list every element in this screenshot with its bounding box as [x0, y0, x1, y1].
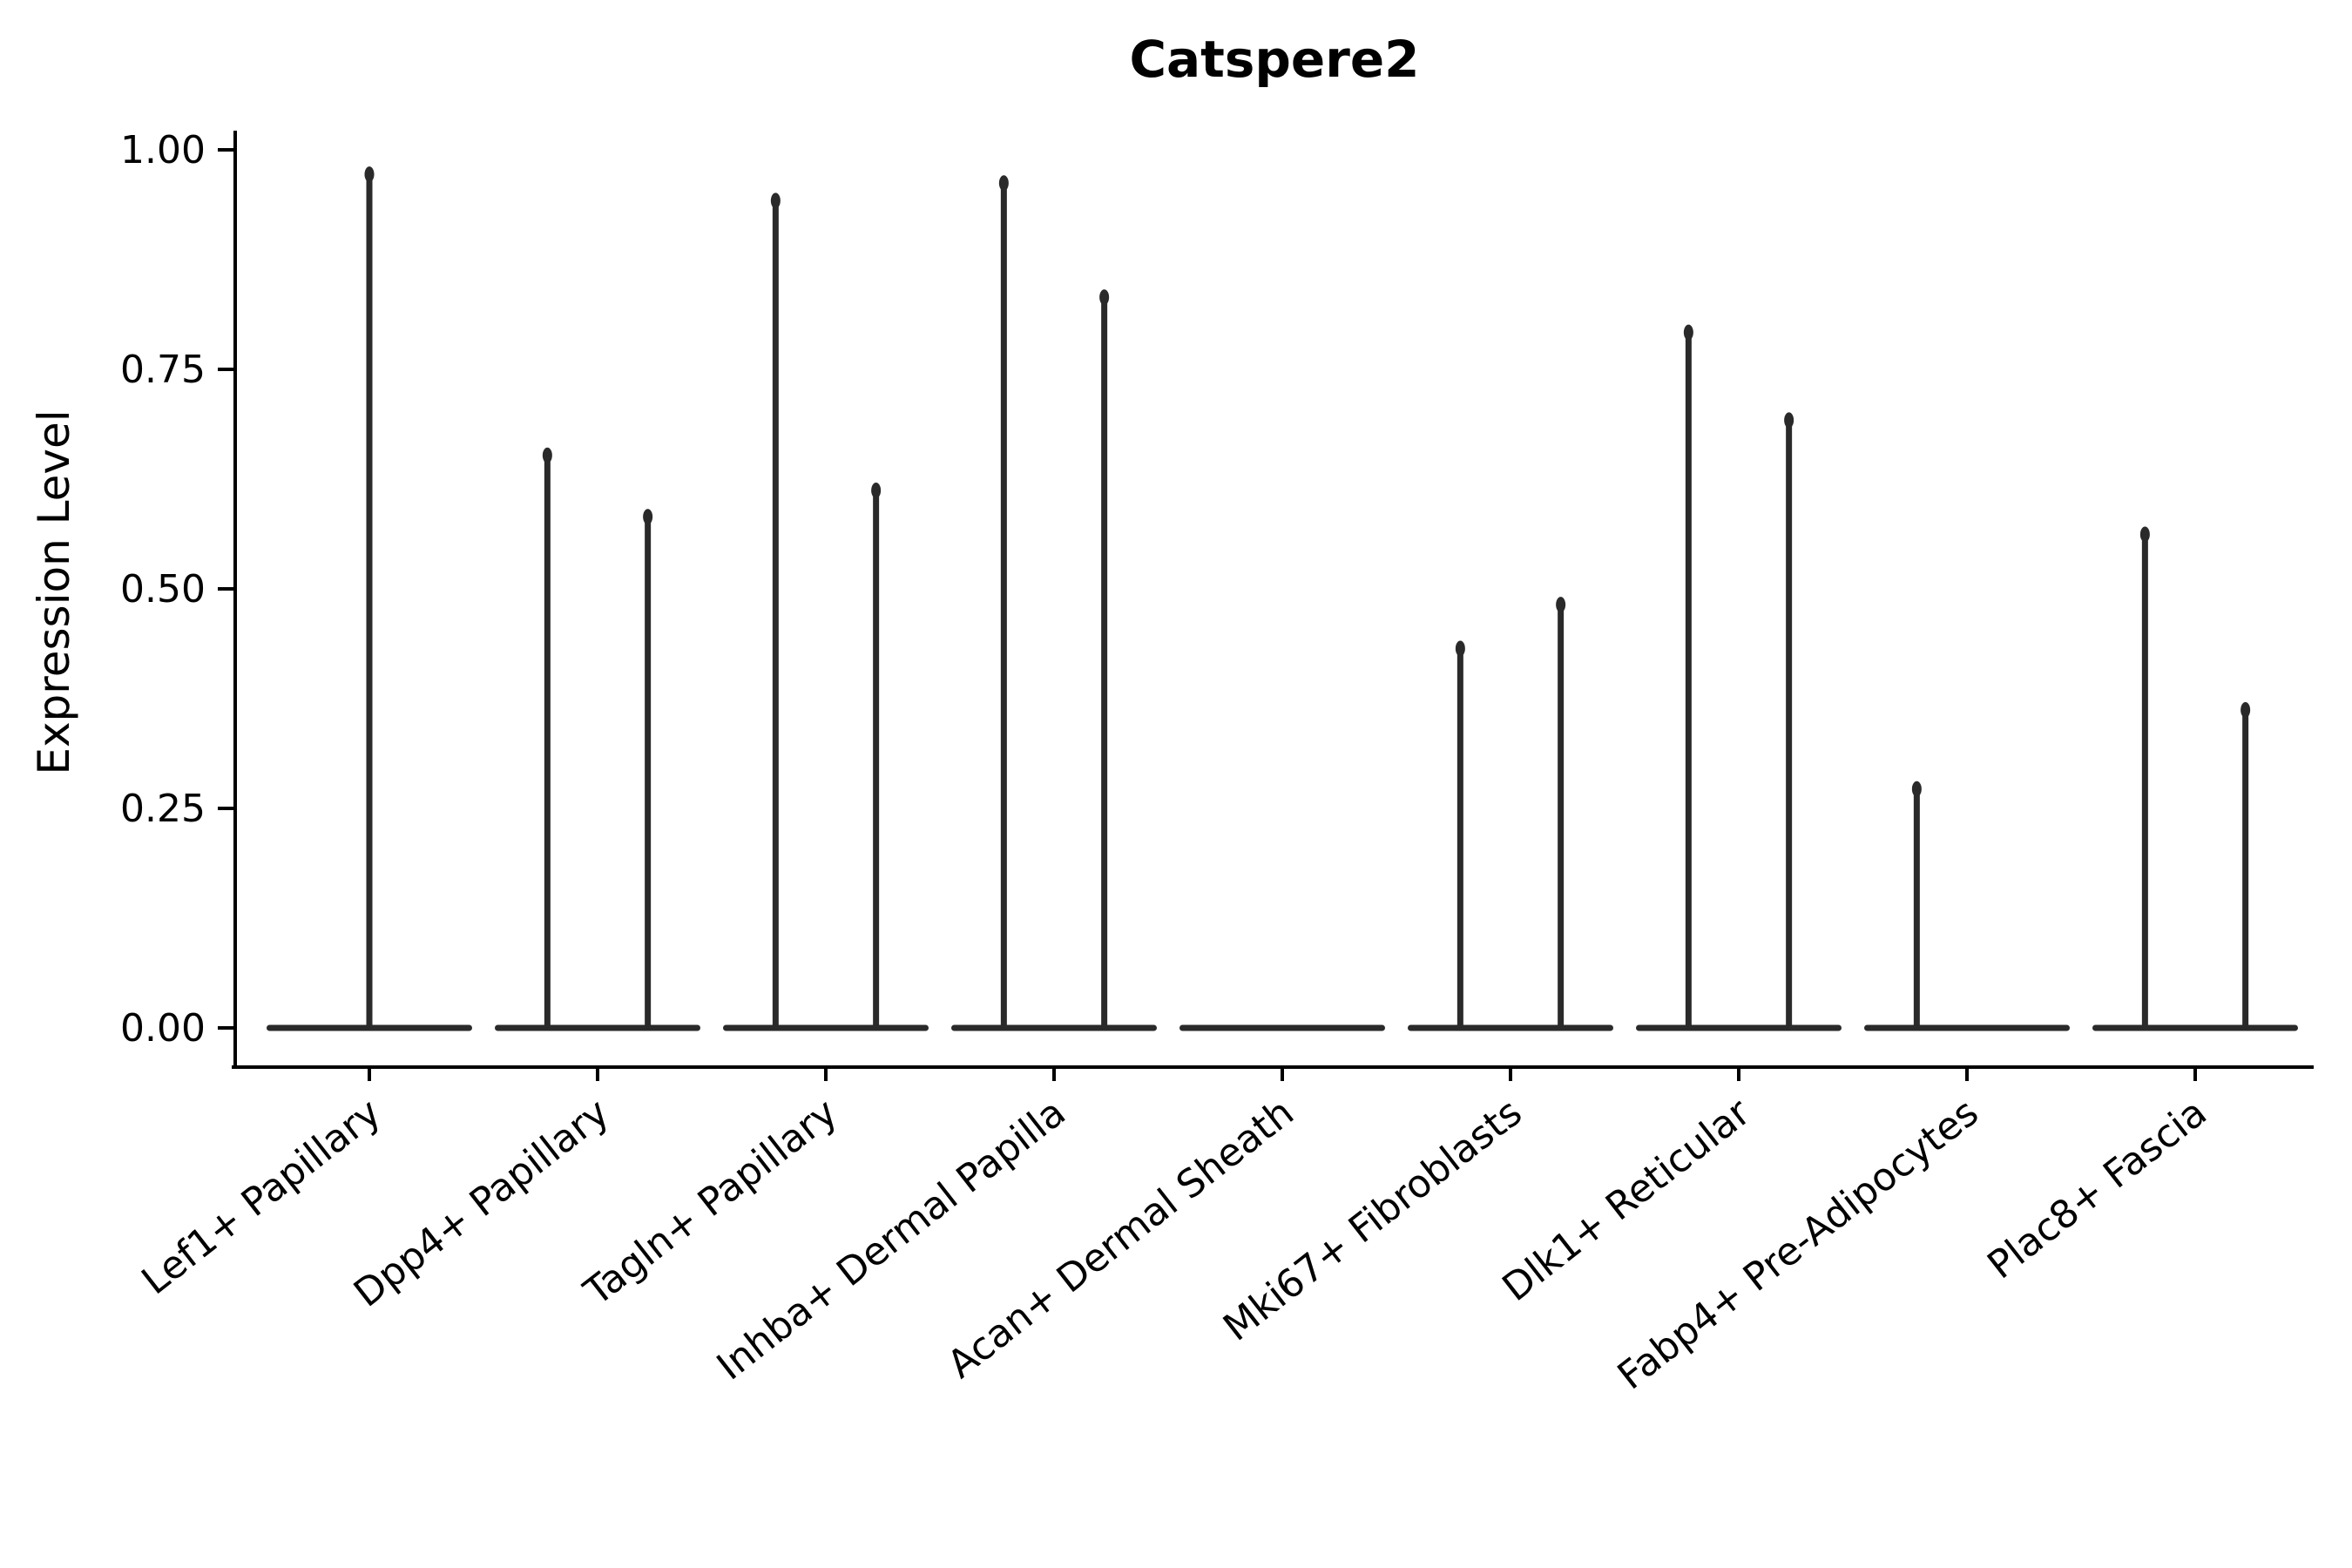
violin-spike-tip [643, 509, 653, 525]
violin-baseline [1864, 1024, 2070, 1031]
violin-spike [1786, 413, 1793, 1031]
violin-baseline [1636, 1024, 1842, 1031]
y-tick-label: 0.00 [120, 1006, 206, 1051]
violin-spike-tip [1911, 781, 1922, 797]
violin-spike [645, 510, 652, 1031]
violin-spike [1456, 641, 1463, 1031]
violin-spike [1000, 176, 1007, 1031]
violin-spike [1913, 781, 1920, 1031]
violin-spike-tip [1683, 324, 1693, 341]
x-tick-label: Plac8+ Fascia [1979, 1090, 2214, 1288]
violin-spike-tip [542, 447, 552, 463]
y-tick-label: 0.75 [120, 348, 206, 392]
violin-spike-tip [364, 166, 375, 183]
violin-spike-tip [770, 193, 781, 209]
violin-baseline [723, 1024, 929, 1031]
violin-spike [873, 483, 880, 1031]
violin-spike-tip [871, 483, 882, 499]
violin-spike-tip [2139, 526, 2150, 543]
violin-baseline [1179, 1024, 1385, 1031]
violin-spike-tip [2240, 702, 2251, 719]
chart-title: Catspere2 [1129, 30, 1420, 89]
violin-spike [544, 448, 551, 1031]
y-tick-label: 1.00 [120, 128, 206, 172]
violin-spike [772, 193, 779, 1031]
violin-baseline [951, 1024, 1157, 1031]
violin-spike [1685, 325, 1692, 1031]
violin-spike-tip [1455, 640, 1465, 657]
violin-spike-tip [1099, 289, 1110, 306]
violin-baseline [495, 1024, 700, 1031]
y-tick-label: 0.50 [120, 567, 206, 612]
violin-spike [2242, 703, 2249, 1031]
x-tick-label: Lef1+ Papillary [133, 1090, 389, 1303]
x-tick-label: Fabp4+ Pre-Adipocytes [1610, 1090, 1987, 1398]
violin-spike-tip [1556, 597, 1566, 613]
violin-spike [1101, 290, 1108, 1031]
violin-spike-tip [998, 175, 1009, 192]
violin-baseline [2092, 1024, 2298, 1031]
y-tick-label: 0.25 [120, 787, 206, 831]
violin-baseline [1408, 1024, 1613, 1031]
violin-spike [366, 167, 373, 1031]
violin-spike [1558, 598, 1565, 1031]
violin-spike-tip [1784, 412, 1794, 429]
violin-spike [2141, 527, 2148, 1031]
